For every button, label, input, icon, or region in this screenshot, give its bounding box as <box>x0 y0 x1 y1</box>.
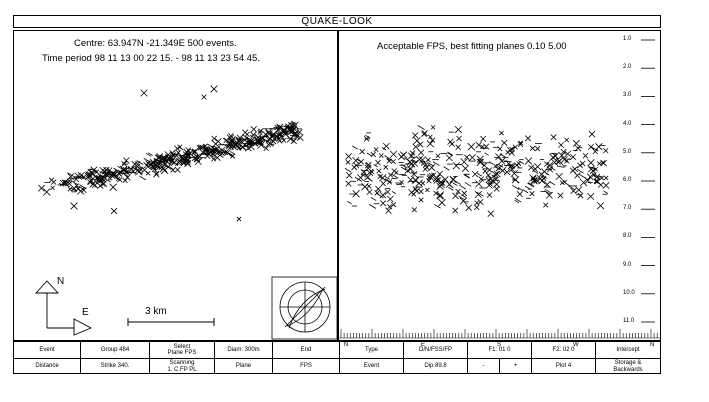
scanning-button[interactable]: Scanning 1. C FP PL <box>150 359 215 374</box>
storage-backwards-button[interactable]: Storage & Backwards <box>596 359 660 374</box>
azimuth-label-s: S <box>497 342 502 348</box>
distance-button[interactable]: Distance <box>14 359 81 374</box>
event-step-button[interactable]: Event <box>340 359 404 374</box>
plus-button[interactable]: + <box>500 359 532 374</box>
depth-axis <box>641 39 655 323</box>
fps-header: Acceptable FPS, best fitting planes 0.10… <box>377 41 567 52</box>
storage-top: Storage & <box>614 360 642 366</box>
end-button[interactable]: End <box>273 342 340 358</box>
select-plane-bottom: Plane FPS <box>167 350 197 356</box>
azimuth-label-e: E <box>421 342 426 348</box>
dip-button[interactable]: Dip 89.8 <box>404 359 468 374</box>
depth-tick-label: 3.0 <box>623 92 632 99</box>
scanning-bottom: 1. C FP PL <box>167 366 197 373</box>
depth-profile-panel[interactable]: Acceptable FPS, best fitting planes 0.10… <box>338 30 661 341</box>
depth-markers <box>344 125 610 217</box>
azimuth-label-n: N <box>344 342 349 348</box>
depth-tick-label: 10.0 <box>623 289 635 296</box>
depth-profile <box>339 39 660 339</box>
select-plane-button[interactable]: Select Plane FPS <box>150 342 215 358</box>
epicentre-map-panel[interactable]: Centre: 63.947N -21.349E 500 events. Tim… <box>13 30 338 341</box>
north-label: N <box>57 276 65 287</box>
f2-button[interactable]: F2: 02 0 <box>532 342 596 358</box>
group-button[interactable]: Group 484 <box>81 342 150 358</box>
epicentre-markers <box>38 85 304 222</box>
plane-button[interactable]: Plane <box>215 359 273 374</box>
depth-tick-label: 5.0 <box>623 148 632 155</box>
azimuth-label-w: W <box>573 342 579 348</box>
depth-tick-label: 1.0 <box>623 36 632 42</box>
time-period-text: Time period 98 11 13 00 22 15. - 98 11 1… <box>42 53 260 64</box>
centre-text: Centre: 63.947N -21.349E 500 events. <box>74 38 237 49</box>
depth-tick-label: 11.0 <box>623 318 635 324</box>
stereonet <box>271 276 337 340</box>
intercept-button[interactable]: Intercept <box>616 346 640 353</box>
storage-bottom: Backwards <box>613 366 643 373</box>
depth-tick-label: 9.0 <box>623 261 632 268</box>
f1-button[interactable]: F1: 01 0 <box>468 342 532 358</box>
depth-tick-label: 7.0 <box>623 205 632 212</box>
epicentre-map <box>34 85 337 340</box>
type-button[interactable]: Type <box>340 342 404 358</box>
select-plane-top: Select <box>173 343 191 350</box>
strike-button[interactable]: Strike 340. <box>81 359 150 374</box>
azimuth-ruler <box>339 329 660 339</box>
scanning-top: Scanning <box>169 360 195 366</box>
depth-tick-label: 6.0 <box>623 177 632 183</box>
azimuth-label-n2: N <box>650 342 655 348</box>
window-title: QUAKE-LOOK <box>13 15 661 28</box>
depth-tick-label: 2.0 <box>623 64 632 71</box>
command-toolbar: Event Group 484 Select Plane FPS Diam: 3… <box>13 341 661 374</box>
minus-button[interactable]: - <box>468 359 500 374</box>
scale-label: 3 km <box>145 306 167 317</box>
diameter-button[interactable]: Diam: 300m <box>215 342 273 358</box>
depth-tick-label: 4.0 <box>623 120 632 127</box>
dnfss-button[interactable]: D/N/FSS/FP <box>404 342 468 358</box>
east-label: E <box>82 307 89 318</box>
fps-button[interactable]: FPS <box>273 359 340 374</box>
scale-bar <box>127 318 215 326</box>
event-button[interactable]: Event <box>14 342 81 358</box>
east-arrow <box>47 318 93 336</box>
depth-tick-label: 8.0 <box>623 233 632 240</box>
plot-button[interactable]: Plot 4 <box>532 359 596 374</box>
north-arrow <box>34 280 60 328</box>
